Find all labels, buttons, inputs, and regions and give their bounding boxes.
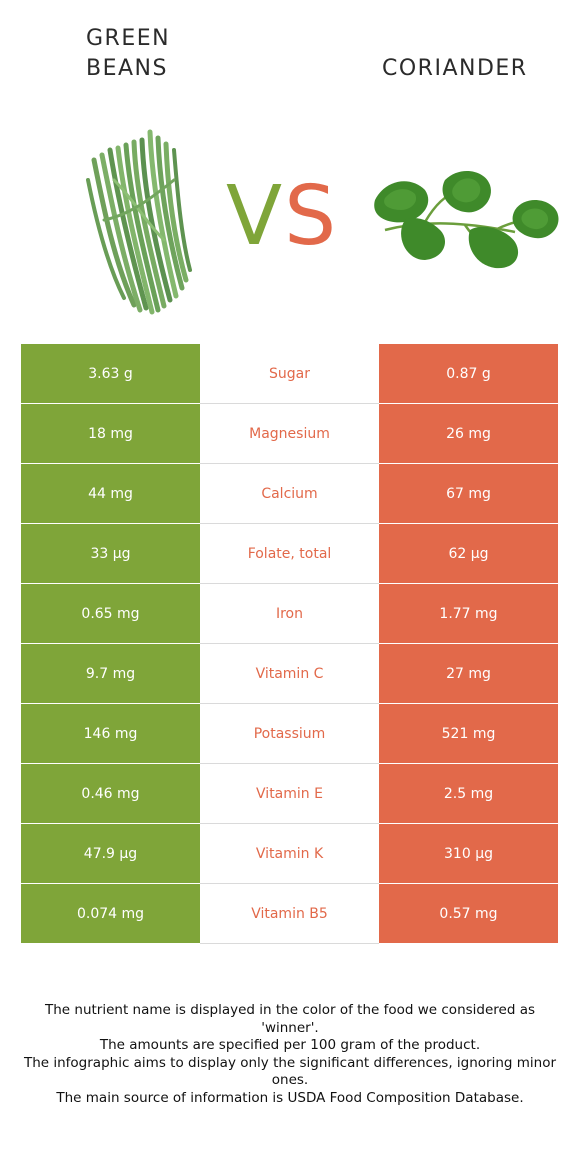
nutrient-name: Iron — [200, 584, 379, 644]
nutrient-name: Magnesium — [200, 404, 379, 464]
left-food-value: 47.9 µg — [21, 824, 200, 883]
left-food-title-line2: BEANS — [86, 56, 168, 81]
right-food-value: 0.57 mg — [379, 884, 558, 943]
table-row: 0.46 mg Vitamin E 2.5 mg — [21, 764, 558, 824]
versus-s: S — [284, 169, 339, 264]
right-food-value: 0.87 g — [379, 344, 558, 403]
nutrient-name: Vitamin K — [200, 824, 379, 884]
comparison-table: 3.63 g Sugar 0.87 g 18 mg Magnesium 26 mg 44 m… — [21, 344, 558, 944]
coriander-icon — [374, 170, 559, 269]
left-food-value: 9.7 mg — [21, 644, 200, 703]
footer-note-aims: The infographic aims to display only the… — [23, 1054, 557, 1089]
right-food-value: 521 mg — [379, 704, 558, 763]
nutrient-name: Vitamin C — [200, 644, 379, 704]
left-food-value: 0.65 mg — [21, 584, 200, 643]
footer-note-winner: The nutrient name is displayed in the co… — [44, 1002, 536, 1036]
left-food-value: 0.46 mg — [21, 764, 200, 823]
left-food-value: 33 µg — [21, 524, 200, 583]
left-food-value: 146 mg — [21, 704, 200, 763]
nutrient-name: Sugar — [200, 344, 379, 404]
table-row: 33 µg Folate, total 62 µg — [21, 524, 558, 584]
table-row: 146 mg Potassium 521 mg — [21, 704, 558, 764]
left-food-title-line1: GREEN — [86, 26, 171, 51]
footer-notes: The nutrient name is displayed in the co… — [16, 1002, 564, 1107]
table-row: 0.074 mg Vitamin B5 0.57 mg — [21, 884, 558, 944]
table-row: 3.63 g Sugar 0.87 g — [21, 344, 558, 404]
nutrient-name: Vitamin B5 — [200, 884, 379, 944]
right-food-value: 2.5 mg — [379, 764, 558, 823]
left-food-value: 18 mg — [21, 404, 200, 463]
versus-v: V — [226, 169, 285, 264]
left-food-title: GREEN BEANS — [86, 24, 286, 84]
right-food-value: 1.77 mg — [379, 584, 558, 643]
left-food-value: 0.074 mg — [21, 884, 200, 943]
footer-note-source: The main source of information is USDA F… — [56, 1089, 524, 1106]
right-food-value: 67 mg — [379, 464, 558, 523]
nutrient-name: Calcium — [200, 464, 379, 524]
right-food-value: 62 µg — [379, 524, 558, 583]
nutrient-name: Folate, total — [200, 524, 379, 584]
left-food-value: 3.63 g — [21, 344, 200, 403]
footer-note-amounts: The amounts are specified per 100 gram o… — [99, 1037, 481, 1053]
table-row: 44 mg Calcium 67 mg — [21, 464, 558, 524]
versus-label: VS — [226, 172, 338, 262]
table-row: 18 mg Magnesium 26 mg — [21, 404, 558, 464]
table-row: 47.9 µg Vitamin K 310 µg — [21, 824, 558, 884]
nutrient-name: Potassium — [200, 704, 379, 764]
green-beans-icon — [86, 129, 192, 315]
left-food-value: 44 mg — [21, 464, 200, 523]
table-row: 0.65 mg Iron 1.77 mg — [21, 584, 558, 644]
right-food-title: CORIANDER — [382, 56, 528, 81]
right-food-value: 26 mg — [379, 404, 558, 463]
table-row: 9.7 mg Vitamin C 27 mg — [21, 644, 558, 704]
right-food-value: 310 µg — [379, 824, 558, 883]
nutrient-name: Vitamin E — [200, 764, 379, 824]
right-food-value: 27 mg — [379, 644, 558, 703]
